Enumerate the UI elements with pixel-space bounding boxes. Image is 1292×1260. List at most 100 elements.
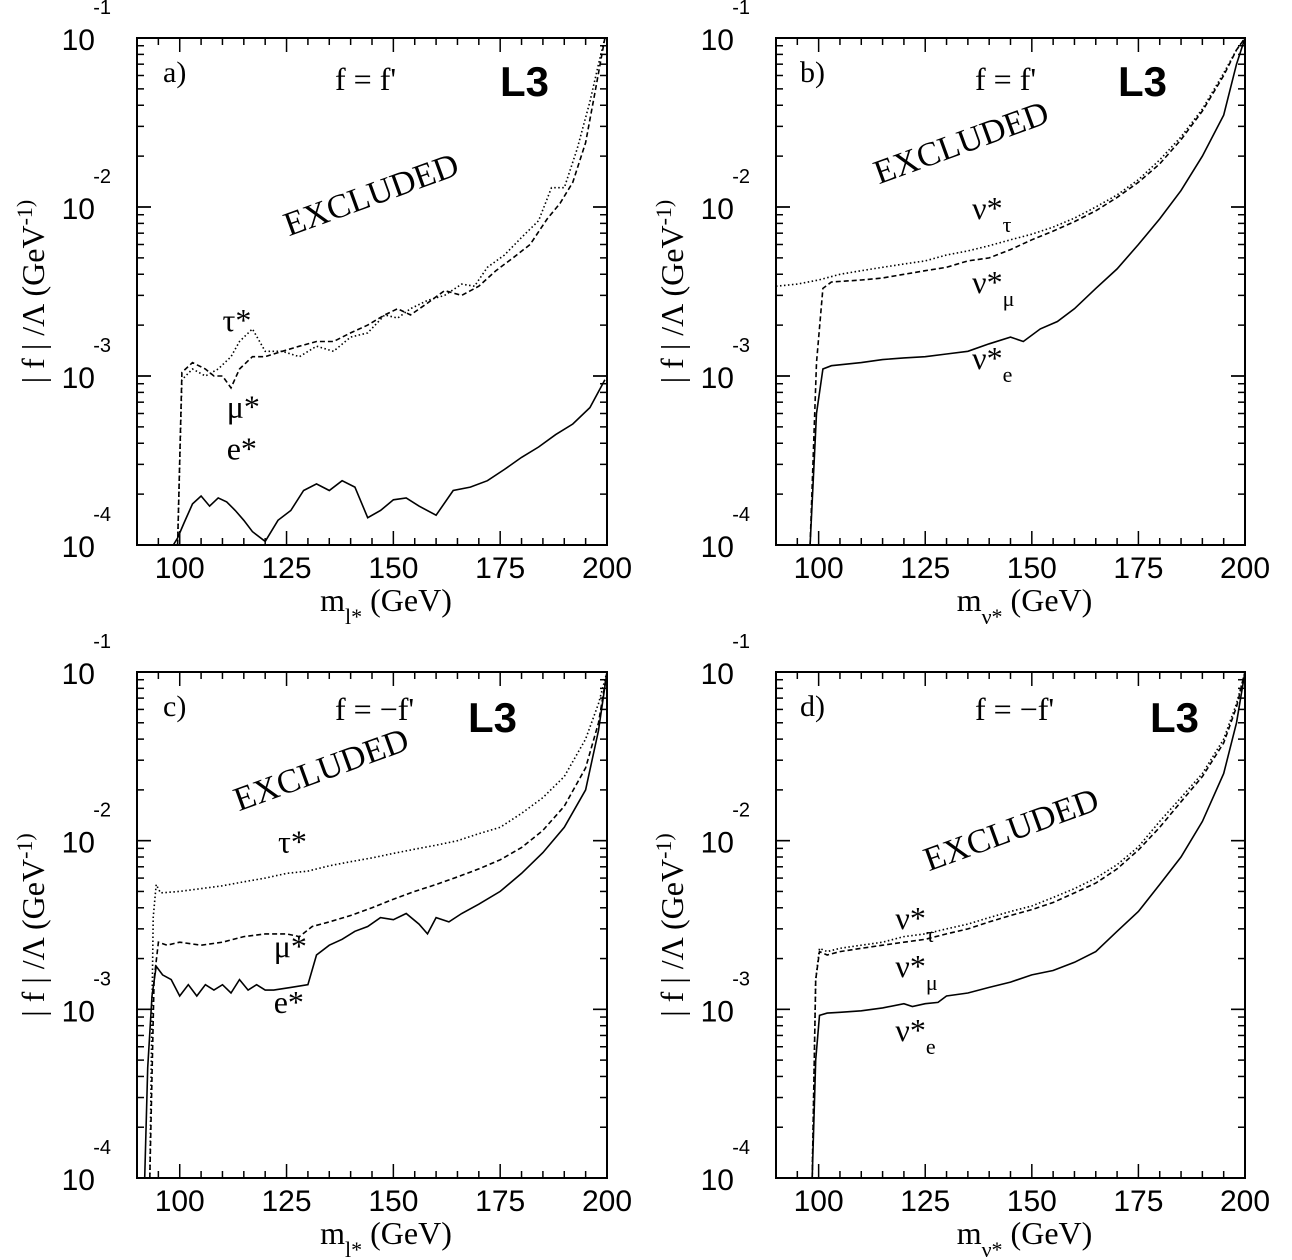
y-tick-label: 10 (62, 531, 95, 564)
y-tick-label: 10 (701, 995, 734, 1028)
x-tick-label: 200 (1220, 552, 1270, 585)
y-tick-label: 10 (701, 24, 734, 57)
series-line-dotted (176, 38, 606, 545)
series-label: ν*τ (895, 900, 934, 947)
series-label: ν*e (895, 1012, 935, 1059)
y-tick-label: 10 (62, 995, 95, 1028)
y-tick-exponent: -2 (732, 166, 750, 188)
y-tick-exponent: -4 (732, 1137, 750, 1159)
y-tick-exponent: -2 (732, 800, 750, 822)
series-line-dotted (149, 672, 607, 1178)
series-line-solid (809, 38, 1245, 545)
panel-1: 100 125 150 175 200 10 -4 10 -3 10 -2 10 -1 | f | /Λ … (12, 0, 633, 629)
x-tick-label: 125 (900, 1185, 950, 1218)
excluded-region-label: EXCLUDED (229, 721, 414, 818)
y-tick-exponent: -4 (93, 504, 111, 526)
series-label: e* (274, 984, 304, 1020)
coupling-condition: f = −f' (335, 691, 414, 727)
x-tick-label: 150 (368, 1185, 418, 1218)
panel-id: b) (800, 56, 825, 89)
y-tick-label: 10 (62, 24, 95, 57)
y-tick-exponent: -1 (732, 631, 750, 653)
panel-id: c) (163, 690, 186, 723)
y-tick-label: 10 (62, 1164, 95, 1197)
panel-3: 100 125 150 175 200 10 -4 10 -3 10 -2 10 -1 | f | /Λ … (12, 631, 633, 1260)
y-tick-label: 10 (62, 193, 95, 226)
y-tick-label: 10 (701, 1164, 734, 1197)
x-axis-label: mν* (GeV) (957, 582, 1093, 629)
x-axis-label: ml* (GeV) (320, 1215, 452, 1260)
y-tick-label: 10 (62, 827, 95, 860)
series-label: ν*μ (895, 948, 937, 995)
excluded-region-label: EXCLUDED (919, 781, 1104, 878)
coupling-condition: f = f' (975, 61, 1036, 97)
x-tick-label: 200 (1220, 1185, 1270, 1218)
coupling-condition: f = f' (335, 61, 396, 97)
y-tick-exponent: -1 (93, 0, 111, 19)
x-tick-label: 200 (582, 552, 632, 585)
y-tick-exponent: -4 (93, 1137, 111, 1159)
series-label: ν*e (972, 340, 1012, 387)
y-tick-label: 10 (701, 362, 734, 395)
experiment-label: L3 (1118, 58, 1167, 105)
series-label: μ* (227, 388, 260, 424)
series-line-solid (811, 672, 1245, 1178)
coupling-condition: f = −f' (975, 691, 1054, 727)
series-label: μ* (274, 928, 307, 964)
y-tick-exponent: -2 (93, 800, 111, 822)
y-axis-label: | f | /Λ (GeV-1) (12, 833, 52, 1016)
x-axis-label: mν* (GeV) (957, 1215, 1093, 1260)
x-axis-label: ml* (GeV) (320, 582, 452, 629)
y-axis-label: | f | /Λ (GeV-1) (651, 833, 691, 1016)
series-line-dotted (811, 672, 1245, 1178)
experiment-label: L3 (500, 58, 549, 105)
series-line-dashed (149, 672, 607, 1178)
series-label: ν*τ (972, 190, 1011, 237)
y-tick-label: 10 (701, 827, 734, 860)
series-line-solid (143, 672, 607, 1178)
series-label: τ* (278, 824, 307, 860)
y-tick-exponent: -4 (732, 504, 750, 526)
y-tick-label: 10 (62, 362, 95, 395)
y-axis-label: | f | /Λ (GeV-1) (651, 200, 691, 383)
panel-4: 100 125 150 175 200 10 -4 10 -3 10 -2 10 -1 | f | /Λ … (651, 631, 1271, 1260)
x-tick-label: 125 (262, 1185, 312, 1218)
x-tick-label: 100 (155, 1185, 205, 1218)
y-tick-exponent: -3 (732, 335, 750, 357)
x-tick-label: 125 (262, 552, 312, 585)
excluded-region-label: EXCLUDED (279, 146, 464, 243)
series-line-dotted (776, 38, 1245, 287)
y-tick-exponent: -3 (93, 335, 111, 357)
series-label: e* (227, 431, 257, 467)
series-label: τ* (222, 302, 251, 338)
y-tick-exponent: -1 (93, 631, 111, 653)
y-tick-exponent: -3 (732, 968, 750, 990)
series-line-dashed (176, 38, 606, 545)
x-tick-label: 175 (1113, 552, 1163, 585)
x-tick-label: 175 (1113, 1185, 1163, 1218)
y-tick-label: 10 (701, 658, 734, 691)
series-line-solid (172, 379, 606, 545)
experiment-label: L3 (468, 694, 517, 741)
y-tick-exponent: -2 (93, 166, 111, 188)
y-tick-label: 10 (701, 531, 734, 564)
x-tick-label: 200 (582, 1185, 632, 1218)
series-line-dashed (811, 672, 1245, 1178)
x-tick-label: 150 (368, 552, 418, 585)
y-tick-label: 10 (701, 193, 734, 226)
panel-id: d) (800, 690, 825, 723)
x-tick-label: 100 (794, 552, 844, 585)
excluded-region-label: EXCLUDED (869, 94, 1054, 191)
series-label: ν*μ (972, 264, 1014, 311)
y-axis-label: | f | /Λ (GeV-1) (12, 200, 52, 383)
x-tick-label: 175 (475, 1185, 525, 1218)
y-tick-exponent: -3 (93, 968, 111, 990)
plot-frame (136, 37, 608, 546)
x-tick-label: 125 (900, 552, 950, 585)
series-line-dashed (809, 38, 1245, 545)
x-tick-label: 100 (794, 1185, 844, 1218)
x-tick-label: 150 (1007, 1185, 1057, 1218)
x-tick-label: 175 (475, 552, 525, 585)
x-tick-label: 100 (155, 552, 205, 585)
plot-frame (775, 671, 1246, 1179)
